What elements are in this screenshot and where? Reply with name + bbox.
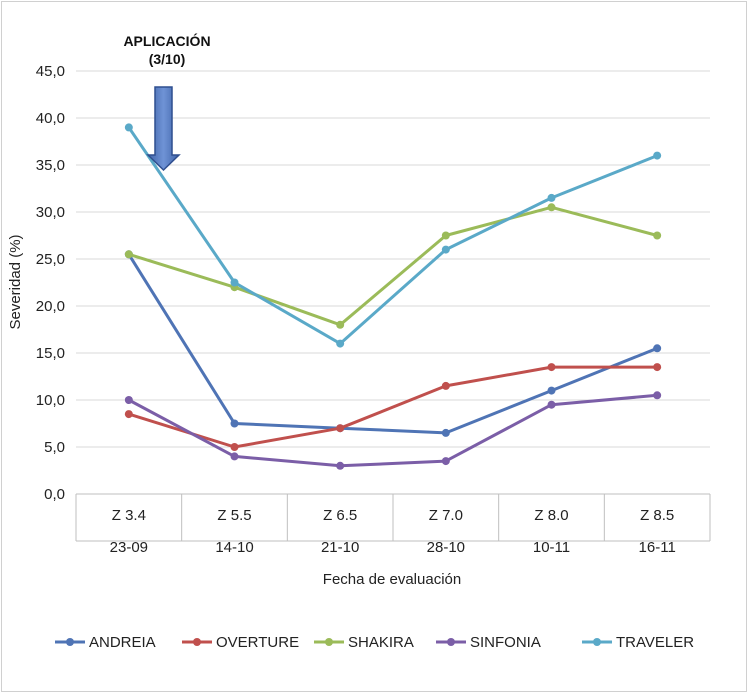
y-tick-label: 35,0 bbox=[36, 157, 65, 174]
x-tick-date: 21-10 bbox=[321, 539, 359, 556]
x-tick-stage: Z 5.5 bbox=[217, 507, 251, 524]
legend-item-sinfonia: SINFONIA bbox=[436, 634, 541, 651]
legend-label: OVERTURE bbox=[216, 634, 299, 651]
legend: ANDREIA OVERTURE SHAKIRA SINFONIA TRAVELER bbox=[55, 634, 694, 651]
x-tick-stage: Z 8.0 bbox=[534, 507, 568, 524]
data-point bbox=[230, 443, 239, 451]
x-tick-date: 10-11 bbox=[533, 539, 570, 556]
down-arrow-icon bbox=[146, 86, 181, 172]
y-tick-label: 5,0 bbox=[44, 439, 65, 456]
annotation-date: (3/10) bbox=[149, 51, 186, 67]
data-point bbox=[653, 151, 662, 160]
x-tick-stage: Z 8.5 bbox=[640, 507, 674, 524]
x-axis-title: Fecha de evaluación bbox=[323, 571, 461, 588]
legend-label: SINFONIA bbox=[470, 634, 541, 651]
series-group bbox=[124, 123, 662, 470]
series-line bbox=[128, 205, 658, 327]
y-axis-title: Severidad (%) bbox=[7, 234, 24, 329]
legend-label: TRAVELER bbox=[616, 634, 694, 651]
y-tick-label: 30,0 bbox=[36, 204, 65, 221]
x-tick-date: 16-11 bbox=[639, 539, 676, 556]
legend-swatch-marker bbox=[193, 638, 201, 646]
data-point bbox=[547, 400, 556, 409]
data-point bbox=[547, 193, 556, 202]
legend-item-overture: OVERTURE bbox=[182, 634, 299, 651]
data-point bbox=[547, 386, 556, 395]
data-point bbox=[124, 396, 133, 404]
x-tick-date: 14-10 bbox=[215, 539, 253, 556]
data-point bbox=[441, 457, 450, 466]
legend-swatch-marker bbox=[66, 638, 74, 646]
series-overture bbox=[124, 363, 662, 451]
application-annotation: APLICACIÓN (3/10) bbox=[123, 32, 211, 172]
legend-item-andreia: ANDREIA bbox=[55, 634, 156, 651]
x-tick-stage: Z 7.0 bbox=[429, 507, 463, 524]
legend-item-shakira: SHAKIRA bbox=[314, 634, 414, 651]
data-point bbox=[336, 339, 345, 348]
y-tick-label: 45,0 bbox=[36, 63, 65, 80]
annotation-label: APLICACIÓN bbox=[123, 32, 210, 49]
y-tick-label: 20,0 bbox=[36, 298, 65, 315]
data-point bbox=[441, 245, 450, 254]
legend-item-traveler: TRAVELER bbox=[582, 634, 694, 651]
data-point bbox=[336, 424, 345, 433]
x-tick-date: 28-10 bbox=[427, 539, 465, 556]
series-line bbox=[127, 253, 658, 435]
data-point bbox=[124, 123, 133, 132]
y-tick-label: 25,0 bbox=[36, 251, 65, 268]
series-traveler bbox=[124, 123, 662, 348]
y-tick-label: 15,0 bbox=[36, 345, 65, 362]
legend-swatch-marker bbox=[593, 638, 601, 646]
data-point bbox=[653, 363, 662, 372]
data-point bbox=[230, 419, 239, 428]
legend-swatch-marker bbox=[325, 638, 333, 646]
series-line bbox=[128, 393, 658, 468]
x-tick-stage: Z 3.4 bbox=[112, 507, 146, 524]
series-line bbox=[127, 126, 658, 346]
data-point bbox=[653, 231, 662, 240]
x-tick-date: 23-09 bbox=[110, 539, 148, 556]
data-point bbox=[230, 452, 239, 461]
x-tick-stage: Z 6.5 bbox=[323, 507, 357, 524]
data-point bbox=[547, 203, 556, 212]
series-line bbox=[128, 365, 658, 449]
series-sinfonia bbox=[124, 391, 662, 470]
legend-label: ANDREIA bbox=[89, 634, 156, 651]
data-point bbox=[441, 231, 450, 240]
y-tick-label: 40,0 bbox=[36, 110, 65, 127]
y-tick-label: 10,0 bbox=[36, 392, 65, 409]
y-axis: 0,0 5,0 10,0 15,0 20,0 25,0 30,0 35,0 40,0 45,0 bbox=[36, 63, 65, 503]
data-point bbox=[124, 250, 133, 259]
data-point bbox=[336, 461, 345, 470]
data-point bbox=[336, 320, 345, 329]
data-point bbox=[441, 428, 450, 437]
data-point bbox=[653, 344, 662, 353]
data-point bbox=[124, 410, 133, 419]
data-point bbox=[441, 381, 450, 390]
series-shakira bbox=[124, 203, 662, 329]
legend-swatch-marker bbox=[447, 638, 455, 646]
data-point bbox=[653, 391, 662, 400]
legend-label: SHAKIRA bbox=[348, 634, 414, 651]
y-tick-label: 0,0 bbox=[44, 486, 65, 503]
x-axis: Z 3.4 23-09 Z 5.5 14-10 Z 6.5 21-10 Z 7.0 28-10… bbox=[75, 493, 711, 556]
data-point bbox=[230, 278, 239, 287]
data-point bbox=[547, 363, 556, 372]
